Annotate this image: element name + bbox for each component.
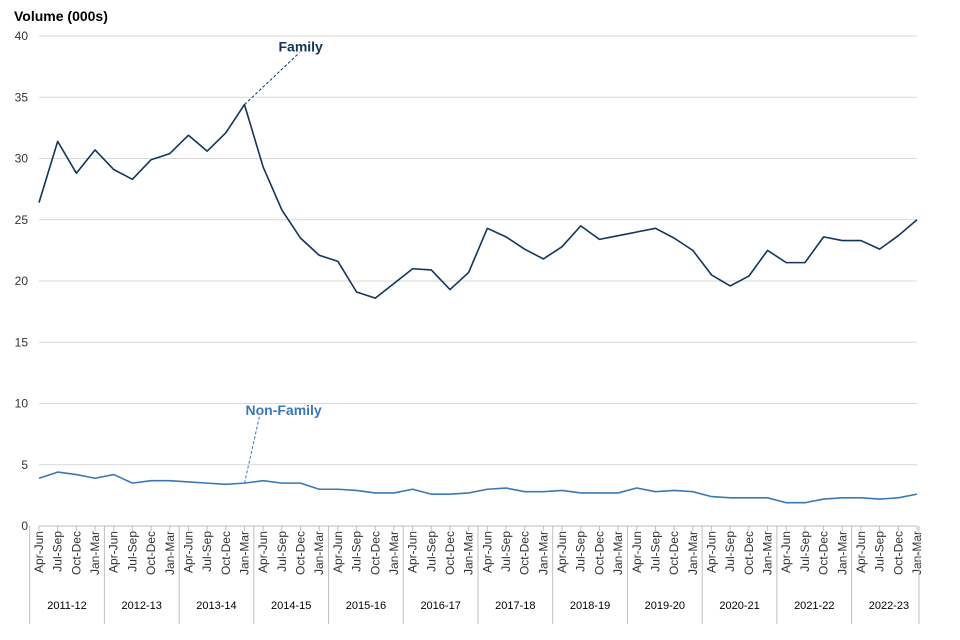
x-tick-label: Oct-Dec xyxy=(294,531,308,575)
year-label: 2013-14 xyxy=(196,600,236,612)
x-tick-label: Jan-Mar xyxy=(312,531,326,575)
y-tick-label: 5 xyxy=(21,458,28,472)
y-axis-title: Volume (000s) xyxy=(14,8,108,24)
x-tick-label: Jan-Mar xyxy=(835,531,849,575)
y-tick-label: 25 xyxy=(15,213,29,227)
x-tick-label: Oct-Dec xyxy=(742,531,756,575)
x-tick-label: Oct-Dec xyxy=(219,531,233,575)
x-tick-label: Jul-Sep xyxy=(798,531,812,572)
x-tick-label: Oct-Dec xyxy=(368,531,382,575)
year-label: 2011-12 xyxy=(47,600,87,612)
x-tick-label: Jan-Mar xyxy=(686,531,700,575)
annotation-label-family: Family xyxy=(278,39,323,55)
series-line-family xyxy=(38,103,918,299)
x-tick-label: Jul-Sep xyxy=(424,531,438,572)
x-tick-label: Oct-Dec xyxy=(891,531,905,575)
y-tick-label: 35 xyxy=(15,90,29,104)
x-tick-label: Jan-Mar xyxy=(387,531,401,575)
x-tick-label: Jan-Mar xyxy=(237,531,251,575)
x-tick-label: Oct-Dec xyxy=(69,531,83,575)
x-tick-label: Apr-Jun xyxy=(854,531,868,573)
x-tick-label: Jul-Sep xyxy=(499,531,513,572)
year-label: 2021-22 xyxy=(794,600,834,612)
x-tick-label: Jan-Mar xyxy=(462,531,476,575)
x-tick-label: Apr-Jun xyxy=(32,531,46,573)
x-tick-label: Apr-Jun xyxy=(331,531,345,573)
annotation-label-non-family: Non-Family xyxy=(245,402,321,418)
y-tick-label: 10 xyxy=(15,397,29,411)
y-tick-label: 30 xyxy=(15,152,29,166)
series-lines xyxy=(38,103,918,504)
x-tick-label: Jan-Mar xyxy=(761,531,775,575)
x-tick-label: Jul-Sep xyxy=(648,531,662,572)
y-tick-label: 15 xyxy=(15,335,29,349)
year-label: 2016-17 xyxy=(420,600,460,612)
x-tick-label: Oct-Dec xyxy=(144,531,158,575)
x-tick-label: Jul-Sep xyxy=(125,531,139,572)
x-tick-label: Apr-Jun xyxy=(779,531,793,573)
year-label: 2017-18 xyxy=(495,600,535,612)
annotation-leader xyxy=(244,52,300,105)
x-tick-label: Jul-Sep xyxy=(873,531,887,572)
year-label: 2022-23 xyxy=(869,600,909,612)
x-tick-label: Apr-Jun xyxy=(705,531,719,573)
year-label: 2018-19 xyxy=(570,600,610,612)
x-tick-label: Apr-Jun xyxy=(256,531,270,573)
x-tick-label: Oct-Dec xyxy=(443,531,457,575)
x-tick-label: Jan-Mar xyxy=(88,531,102,575)
x-tick-label: Jul-Sep xyxy=(275,531,289,572)
x-tick-label: Oct-Dec xyxy=(592,531,606,575)
x-tick-label: Jul-Sep xyxy=(51,531,65,572)
x-tick-label: Jul-Sep xyxy=(350,531,364,572)
year-label: 2014-15 xyxy=(271,600,311,612)
x-tick-label: Jul-Sep xyxy=(200,531,214,572)
x-tick-label: Apr-Jun xyxy=(480,531,494,573)
year-label: 2019-20 xyxy=(645,600,685,612)
x-tick-label: Apr-Jun xyxy=(406,531,420,573)
x-axis: Apr-Jun Jul-Sep Oct-Dec Jan-Mar Apr-Jun Jul-S… xyxy=(29,525,924,624)
x-tick-label: Jan-Mar xyxy=(163,531,177,575)
y-tick-label: 40 xyxy=(15,29,29,43)
x-tick-label: Oct-Dec xyxy=(817,531,831,575)
x-tick-label: Apr-Jun xyxy=(630,531,644,573)
series-annotations: Family Non-Family xyxy=(244,39,323,484)
x-tick-label: Oct-Dec xyxy=(518,531,532,575)
x-tick-label: Jul-Sep xyxy=(723,531,737,572)
annotation-leader xyxy=(244,416,260,484)
series-line-non-family xyxy=(38,471,918,504)
x-tick-label: Apr-Jun xyxy=(181,531,195,573)
x-tick-label: Jan-Mar xyxy=(536,531,550,575)
x-tick-label: Jul-Sep xyxy=(574,531,588,572)
x-tick-label: Oct-Dec xyxy=(667,531,681,575)
year-label: 2020-21 xyxy=(719,600,759,612)
y-tick-label: 20 xyxy=(15,274,29,288)
y-tick-label: 0 xyxy=(21,519,28,533)
year-label: 2015-16 xyxy=(346,600,386,612)
y-axis-ticks: 0 5 10 15 20 25 30 35 40 xyxy=(15,29,29,533)
gridlines xyxy=(39,35,917,466)
x-tick-label: Apr-Jun xyxy=(555,531,569,573)
year-label: 2012-13 xyxy=(122,600,162,612)
x-tick-label: Jan-Mar xyxy=(611,531,625,575)
x-tick-label: Jan-Mar xyxy=(910,531,924,575)
x-tick-label: Apr-Jun xyxy=(107,531,121,573)
